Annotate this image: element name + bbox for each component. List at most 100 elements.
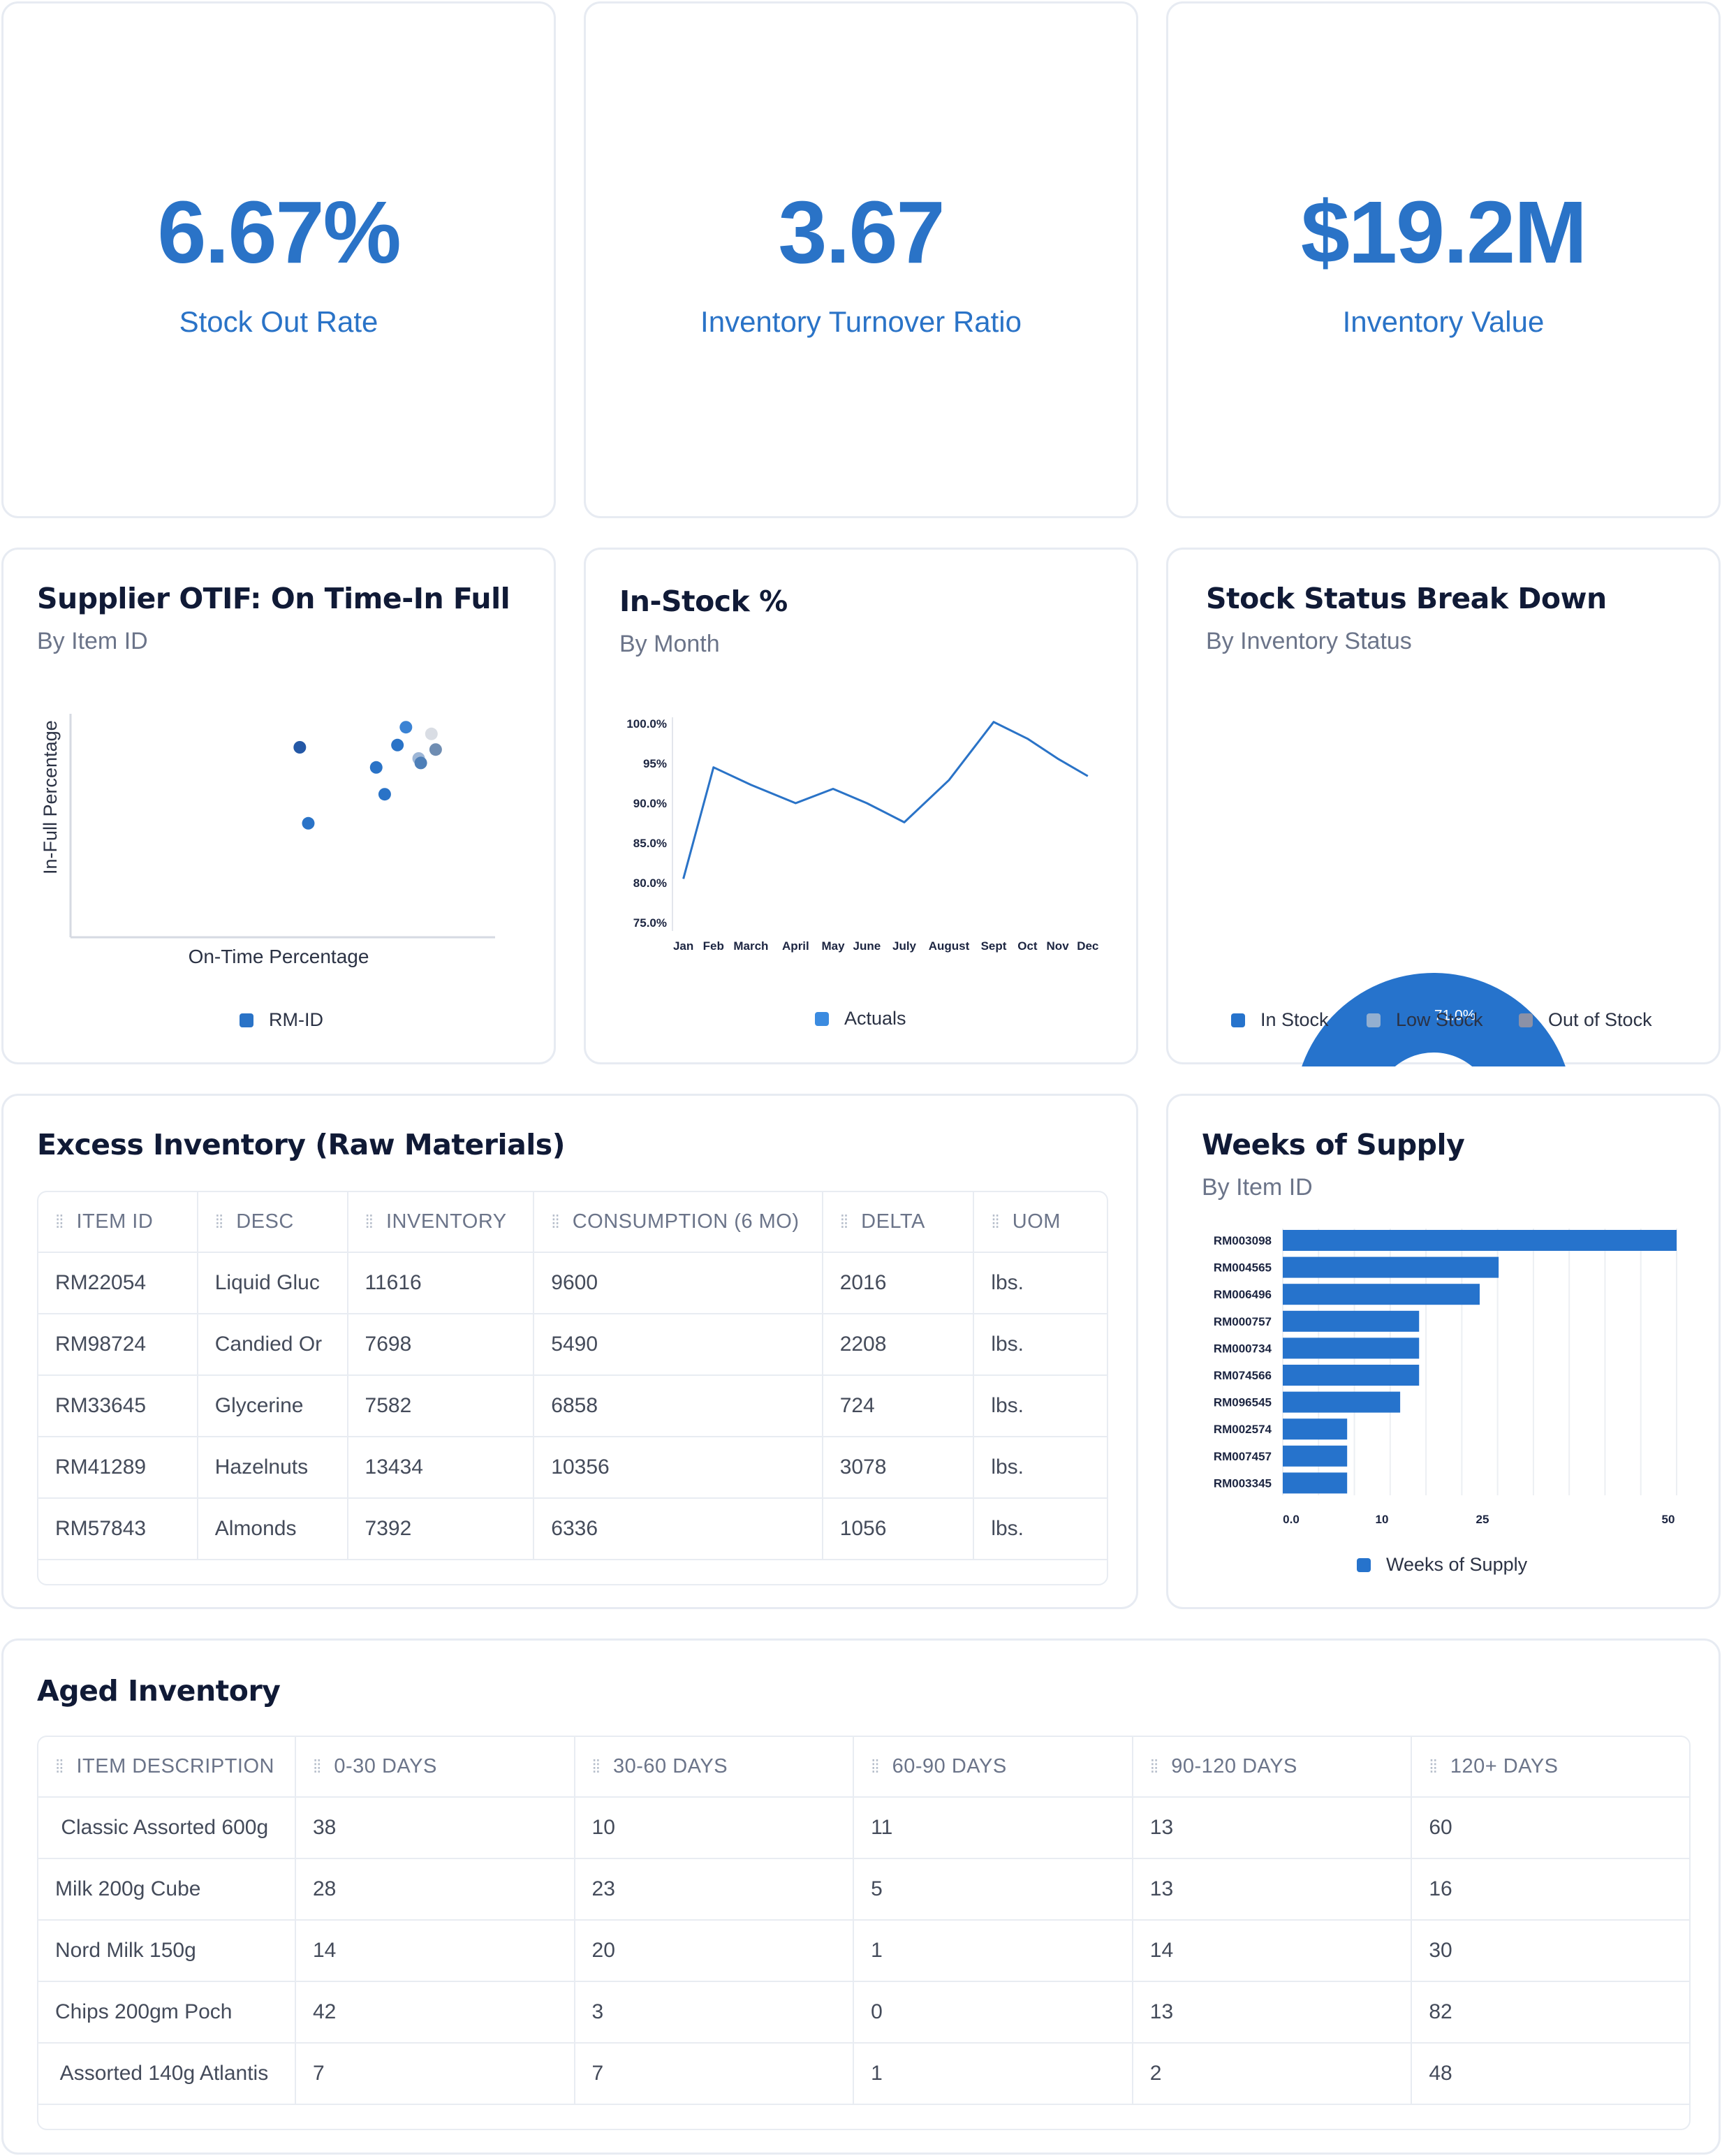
excess-table-wrapper: ⁞⁞ ITEM ID ⁞⁞ DESC ⁞⁞ INVENTORY ⁞⁞ CONSUMPTI…: [37, 1191, 1108, 1585]
bar: [1283, 1310, 1420, 1332]
column-header[interactable]: ⁞⁞ ITEM ID: [38, 1192, 198, 1253]
y-tick-label: RM074566: [1214, 1369, 1272, 1382]
legend-item[interactable]: Weeks of Supply: [1357, 1554, 1527, 1576]
pie-value-label: 71.0%: [1434, 1007, 1476, 1023]
drag-handle-icon[interactable]: ⁞⁞: [214, 1211, 224, 1232]
y-tick-label: RM000734: [1214, 1342, 1272, 1355]
scatter-point: [369, 761, 383, 774]
drag-handle-icon[interactable]: ⁞⁞: [551, 1211, 560, 1232]
y-tick-label: RM006496: [1214, 1288, 1272, 1301]
y-tick-label: RM007457: [1214, 1450, 1272, 1463]
column-header[interactable]: ⁞⁞ UOM: [973, 1192, 1107, 1253]
x-tick-label: Sept: [981, 939, 1007, 953]
legend-swatch: [1519, 1013, 1533, 1027]
table-row[interactable]: Chips 200gm Poch 42 3 0 13 82: [38, 1981, 1689, 2044]
excess-inventory-table: ⁞⁞ ITEM ID ⁞⁞ DESC ⁞⁞ INVENTORY ⁞⁞ CONSUMPTI…: [38, 1192, 1107, 1560]
stock-status-card: Stock Status Break Down By Inventory Sta…: [1166, 548, 1721, 1066]
table-row[interactable]: Nord Milk 150g 14 20 1 14 30: [38, 1919, 1689, 1982]
y-tick-label: 95%: [643, 757, 667, 770]
bar: [1283, 1284, 1480, 1305]
drag-handle-icon[interactable]: ⁞⁞: [1149, 1756, 1159, 1777]
y-tick-label: RM003098: [1214, 1234, 1272, 1247]
card-subtitle: By Item ID: [1202, 1174, 1313, 1201]
column-header[interactable]: ⁞⁞ CONSUMPTION (6 MO): [533, 1192, 823, 1253]
y-tick-label: 80.0%: [633, 877, 667, 890]
scatter-point: [293, 741, 307, 754]
column-header[interactable]: ⁞⁞ INVENTORY: [346, 1192, 535, 1253]
drag-handle-icon[interactable]: ⁞⁞: [591, 1756, 601, 1777]
instock-line-chart: 75.0% 80.0% 85.0% 90.0% 95% 100.0% Jan Feb Marc…: [626, 717, 1098, 953]
table-row[interactable]: RM41289 Hazelnuts 13434 10356 3078 lbs.: [38, 1436, 1107, 1499]
otif-scatter-chart: In-Full Percentage On-Time Percentage: [40, 714, 495, 967]
kpi-card-turnover: 3.67 Inventory Turnover Ratio: [584, 1, 1138, 518]
legend-label: Actuals: [844, 1008, 906, 1029]
weeks-of-supply-bar-chart: 0.0 10 25 50 RM003098 RM004565 RM006496 RM0007…: [1214, 1229, 1677, 1526]
card-title: Stock Status Break Down: [1206, 582, 1607, 615]
card-subtitle: By Month: [619, 631, 720, 657]
y-tick-label: RM003345: [1214, 1476, 1272, 1490]
table-row[interactable]: RM57843 Almonds 7392 6336 1056 lbs.: [38, 1497, 1107, 1560]
column-header[interactable]: ⁞⁞ DESC: [196, 1192, 348, 1253]
card-title: Aged Inventory: [37, 1674, 281, 1708]
legend-swatch: [1231, 1013, 1245, 1027]
drag-handle-icon[interactable]: ⁞⁞: [55, 1756, 64, 1777]
card-title: In-Stock %: [619, 585, 788, 618]
scatter-point: [378, 788, 391, 801]
table-row[interactable]: RM98724 Candied Or 7698 5490 2208 lbs.: [38, 1313, 1107, 1376]
legend-item-out-of-stock[interactable]: Out of Stock: [1519, 1009, 1652, 1031]
column-header[interactable]: ⁞⁞ 90-120 DAYS: [1131, 1737, 1413, 1798]
instock-card: In-Stock % By Month 75.0% 80.0% 85.0% 90.0%…: [584, 548, 1138, 1064]
drag-handle-icon[interactable]: ⁞⁞: [365, 1211, 374, 1232]
table-row[interactable]: Assorted 140g Atlantis 7 7 1 2 48: [38, 2042, 1689, 2105]
legend-item[interactable]: Actuals: [815, 1008, 906, 1029]
column-header[interactable]: ⁞⁞ 30-60 DAYS: [573, 1737, 855, 1798]
column-header[interactable]: ⁞⁞ DELTA: [821, 1192, 975, 1253]
x-tick-label: April: [782, 939, 809, 953]
drag-handle-icon[interactable]: ⁞⁞: [55, 1211, 64, 1232]
card-title: Supplier OTIF: On Time-In Full: [37, 582, 510, 615]
y-axis-label: In-Full Percentage: [40, 720, 61, 874]
table-row[interactable]: Classic Assorted 600g 38 10 11 13 60: [38, 1796, 1689, 1859]
y-tick-label: 100.0%: [626, 717, 667, 731]
legend-item-in-stock[interactable]: In Stock: [1231, 1009, 1329, 1031]
x-tick-label: 10: [1376, 1513, 1389, 1526]
column-header[interactable]: ⁞⁞ 60-90 DAYS: [853, 1737, 1133, 1798]
bar: [1283, 1337, 1420, 1359]
legend-swatch: [1367, 1013, 1381, 1027]
drag-handle-icon[interactable]: ⁞⁞: [839, 1211, 849, 1232]
x-tick-label: 0.0: [1283, 1513, 1300, 1526]
legend-item-low-stock[interactable]: Low Stock: [1367, 1009, 1483, 1031]
y-tick-label: RM002574: [1214, 1423, 1272, 1436]
drag-handle-icon[interactable]: ⁞⁞: [312, 1756, 322, 1777]
table-header-row: ⁞⁞ ITEM DESCRIPTION ⁞⁞ 0-30 DAYS ⁞⁞ 30-60 D…: [38, 1737, 1689, 1798]
card-subtitle: By Item ID: [37, 628, 148, 654]
drag-handle-icon[interactable]: ⁞⁞: [871, 1756, 880, 1777]
kpi-label: Inventory Turnover Ratio: [700, 305, 1022, 338]
legend-item[interactable]: RM-ID: [240, 1009, 323, 1031]
x-tick-label: March: [733, 939, 768, 953]
card-title: Weeks of Supply: [1202, 1128, 1465, 1161]
drag-handle-icon[interactable]: ⁞⁞: [1429, 1756, 1438, 1777]
x-tick-label: June: [853, 939, 881, 953]
pie-slice-in-stock: [1302, 973, 1566, 1066]
scatter-point: [429, 743, 442, 756]
bar: [1283, 1391, 1401, 1413]
x-tick-label: 50: [1662, 1513, 1675, 1526]
column-header[interactable]: ⁞⁞ 120+ DAYS: [1411, 1737, 1689, 1798]
excess-inventory-card: Excess Inventory (Raw Materials) ⁞⁞ ITEM …: [1, 1094, 1138, 1609]
column-header[interactable]: ⁞⁞ 0-30 DAYS: [294, 1737, 575, 1798]
legend-swatch: [815, 1011, 829, 1026]
legend-label: In Stock: [1260, 1009, 1329, 1030]
x-tick-label: 25: [1476, 1513, 1489, 1526]
table-row[interactable]: Milk 200g Cube 28 23 5 13 16: [38, 1858, 1689, 1921]
table-row[interactable]: RM33645 Glycerine 7582 6858 724 lbs.: [38, 1374, 1107, 1437]
kpi-value: $19.2M: [1300, 183, 1587, 281]
column-header[interactable]: ⁞⁞ ITEM DESCRIPTION: [38, 1737, 296, 1798]
kpi-label: Stock Out Rate: [179, 305, 378, 338]
x-tick-label: Oct: [1017, 939, 1038, 953]
scatter-point: [302, 816, 315, 830]
bar: [1283, 1256, 1499, 1278]
table-row[interactable]: RM22054 Liquid Gluc 11616 9600 2016 lbs.: [38, 1252, 1107, 1314]
kpi-card-stock-out: 6.67% Stock Out Rate: [1, 1, 556, 518]
drag-handle-icon[interactable]: ⁞⁞: [991, 1211, 1000, 1232]
